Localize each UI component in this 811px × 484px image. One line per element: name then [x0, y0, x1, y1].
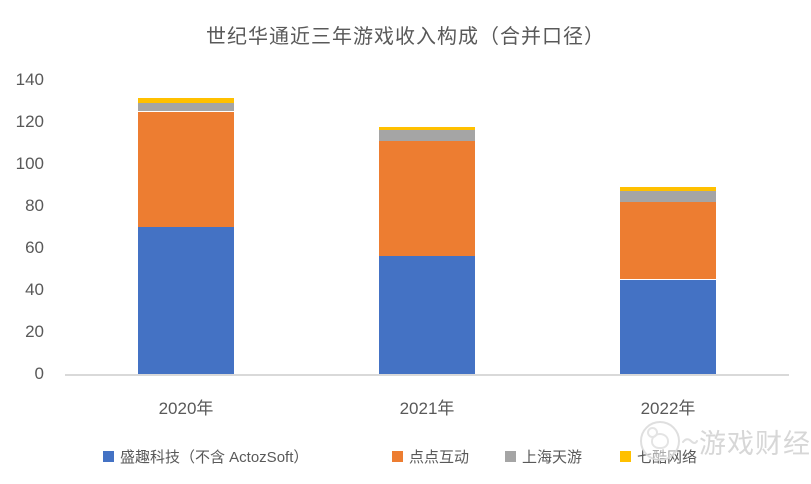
x-axis-line: [65, 374, 789, 376]
y-tick-label: 0: [34, 364, 44, 383]
y-tick-label: 140: [15, 70, 44, 89]
bar-segment: [138, 111, 234, 227]
bar-segment: [379, 140, 475, 257]
bar-segment: [138, 103, 234, 112]
y-tick-label: 80: [25, 196, 44, 215]
bar-segment: [379, 127, 475, 131]
bar-segment: [138, 227, 234, 374]
bar-segment: [620, 191, 716, 202]
x-axis-label: 2022年: [640, 399, 696, 418]
y-tick-label: 120: [15, 112, 44, 131]
y-tick-label: 40: [25, 280, 44, 299]
bar-segment: [379, 130, 475, 141]
y-tick-label: 100: [15, 154, 44, 173]
bar-segment: [379, 256, 475, 374]
x-axis-label: 2020年: [158, 399, 214, 418]
bar-segment: [620, 201, 716, 280]
chart-title: 世纪华通近三年游戏收入构成（合并口径）: [206, 26, 605, 48]
bar-segment: [620, 187, 716, 192]
y-tick-label: 60: [25, 238, 44, 257]
bar-segment: [138, 97, 234, 104]
bar-segment: [620, 279, 716, 374]
y-tick-label: 20: [25, 322, 44, 341]
x-axis-label: 2021年: [399, 399, 455, 418]
